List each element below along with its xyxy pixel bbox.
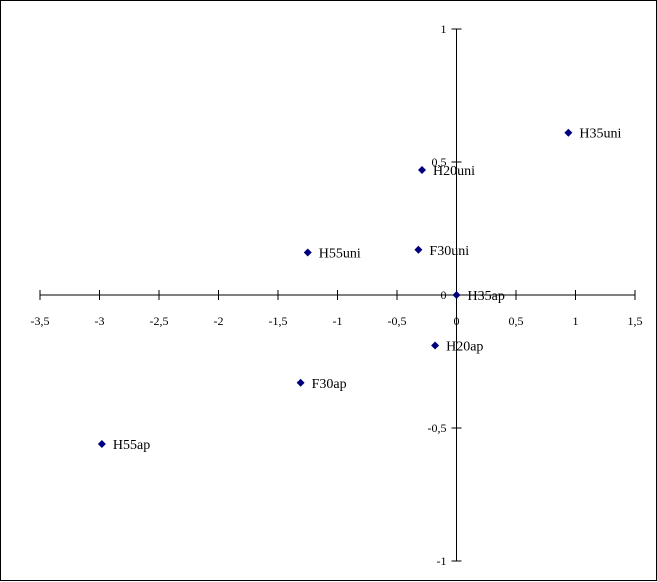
axes: -3,5 -3 -2,5 -2 -1,5 -1 -0,5 0 0,5 1 1,5 -1 -0,5 0 0,5… bbox=[31, 22, 643, 568]
x-tick-label: -3 bbox=[95, 314, 105, 328]
data-points: H35uni H20uni H55uni F30uni H35ap H20ap F30ap H… bbox=[97, 127, 621, 453]
data-point-label: F30uni bbox=[429, 244, 469, 259]
x-tick-label: 1 bbox=[573, 314, 579, 328]
data-point-marker bbox=[564, 128, 573, 137]
data-point-marker bbox=[97, 439, 106, 448]
data-point-marker bbox=[296, 378, 305, 387]
x-tick-label: -2,5 bbox=[150, 314, 169, 328]
x-tick-label: -1,5 bbox=[269, 314, 288, 328]
x-tick-label: -3,5 bbox=[31, 314, 50, 328]
y-tick-label: 0 bbox=[441, 288, 447, 302]
y-tick-label: -0,5 bbox=[428, 421, 447, 435]
data-point-label: H55ap bbox=[113, 438, 150, 453]
data-point-label: F30ap bbox=[312, 377, 347, 392]
data-point-label: H20uni bbox=[433, 164, 475, 179]
data-point-label: H35uni bbox=[579, 127, 621, 142]
x-tick-label: -1 bbox=[333, 314, 343, 328]
x-tick-label: 0 bbox=[454, 314, 460, 328]
y-tick-label: 1 bbox=[441, 22, 447, 36]
x-tick-label: -0,5 bbox=[388, 314, 407, 328]
data-point-marker bbox=[431, 341, 440, 350]
data-point-label: H35ap bbox=[468, 289, 505, 304]
x-tick-label: 1,5 bbox=[628, 314, 643, 328]
data-point-marker bbox=[414, 245, 423, 254]
data-point-marker bbox=[417, 165, 426, 174]
data-point-marker bbox=[303, 248, 312, 257]
data-point-label: H20ap bbox=[446, 340, 483, 355]
data-point-label: H55uni bbox=[319, 246, 361, 261]
data-point-marker bbox=[452, 291, 461, 299]
x-tick-label: -2 bbox=[214, 314, 224, 328]
y-tick-label: 0,5 bbox=[432, 155, 447, 169]
y-tick-label: -1 bbox=[437, 554, 447, 568]
x-tick-label: 0,5 bbox=[509, 314, 524, 328]
